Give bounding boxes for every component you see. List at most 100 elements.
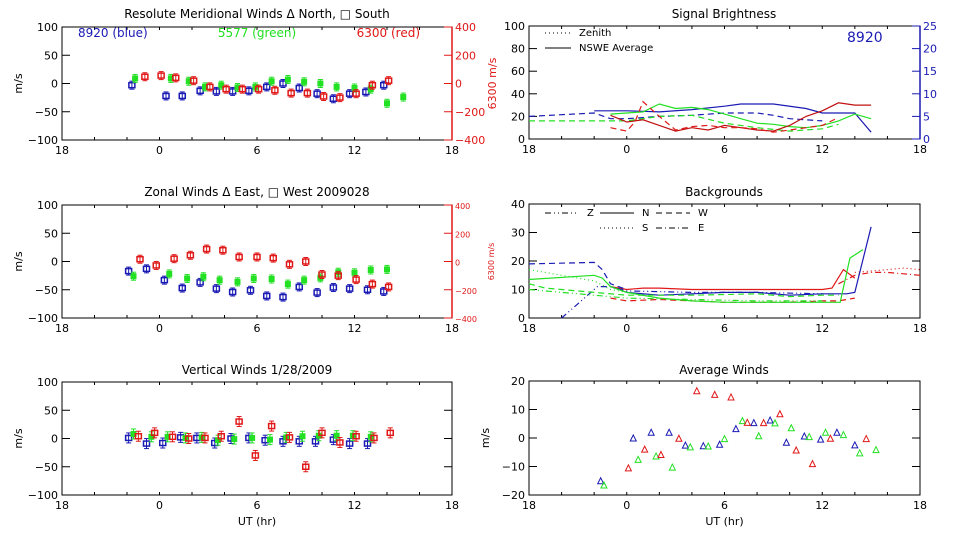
data-point — [287, 89, 295, 97]
data-point — [400, 94, 407, 101]
data-point — [166, 270, 173, 277]
series-green-w — [528, 283, 839, 298]
y2-tick-label: 0 — [455, 259, 460, 268]
x-tick-label: 18 — [55, 322, 69, 335]
data-point — [238, 85, 247, 93]
data-point — [855, 448, 864, 457]
color-annotation: 5577 (green) — [218, 26, 296, 40]
y-axis-label: m/s — [12, 428, 25, 448]
data-line — [610, 102, 872, 132]
data-point — [302, 258, 310, 265]
data-point — [159, 439, 167, 447]
data-line — [561, 286, 823, 319]
data-point — [816, 435, 825, 443]
x-axis-label: UT (hr) — [238, 515, 276, 528]
data-point — [345, 440, 354, 447]
data-point — [317, 274, 324, 281]
data-point — [665, 428, 673, 436]
y2-axis-label: 6300 m/s — [486, 57, 499, 109]
y-tick-label: 100 — [37, 21, 58, 34]
y-tick-label: −100 — [28, 312, 58, 325]
x-tick-label: 0 — [156, 499, 163, 512]
data-point — [351, 269, 358, 276]
data-point — [336, 439, 344, 446]
y2-tick-label: 0 — [923, 133, 930, 146]
series-5577-green- — [600, 416, 880, 489]
x-tick-label: 18 — [522, 322, 536, 335]
series-red-nswe-average — [610, 102, 872, 132]
y-tick-label: 0 — [518, 432, 525, 445]
color-annotation: 6300 (red) — [357, 26, 420, 40]
legend-label: N — [642, 208, 649, 219]
series-blue-zenith — [528, 112, 823, 122]
data-point — [263, 83, 271, 91]
series-blue-n — [610, 226, 872, 296]
data-point — [640, 444, 649, 453]
data-point — [851, 440, 859, 449]
y-tick-label: 20 — [511, 110, 525, 123]
data-point — [267, 422, 276, 430]
series-blue-w — [528, 261, 627, 291]
y-tick-label: −50 — [35, 284, 58, 297]
y-tick-label: −100 — [28, 134, 58, 147]
data-point — [303, 89, 312, 97]
y-tick-label: −50 — [35, 106, 58, 119]
data-point — [363, 440, 372, 447]
data-point — [167, 75, 174, 82]
series-8920-blue- — [124, 264, 388, 302]
x-tick-label: 12 — [815, 143, 829, 156]
data-point — [178, 284, 186, 292]
data-point — [333, 432, 340, 439]
series-6300-red- — [624, 386, 871, 472]
data-line — [610, 226, 872, 296]
data-point — [189, 77, 198, 84]
y-tick-label: 30 — [511, 227, 525, 240]
data-point — [821, 428, 830, 436]
data-point — [596, 476, 605, 485]
plot-frame — [528, 203, 921, 319]
data-point — [686, 442, 695, 451]
data-point — [218, 82, 225, 89]
y-tick-label: −50 — [35, 461, 58, 474]
x-tick-label: 6 — [254, 144, 261, 157]
y2-tick-label: 200 — [455, 49, 476, 62]
series-6300-red- — [141, 71, 393, 103]
data-point — [170, 255, 178, 262]
series-green-z — [528, 288, 823, 302]
data-point — [787, 423, 796, 432]
data-point — [313, 289, 321, 296]
data-point — [249, 434, 256, 441]
y-tick-label: −100 — [28, 489, 58, 502]
data-point — [345, 285, 354, 292]
x-tick-label: 6 — [721, 322, 728, 335]
series-8920-blue- — [596, 415, 859, 485]
chart-title: Vertical Winds 1/28/2009 — [182, 363, 333, 377]
y2-tick-label: 15 — [923, 65, 937, 78]
data-point — [352, 432, 360, 440]
data-point — [142, 265, 151, 273]
data-point — [826, 434, 835, 442]
data-point — [295, 283, 303, 291]
data-point — [776, 409, 784, 418]
data-point — [384, 266, 390, 273]
y-tick-label: 0 — [518, 133, 525, 146]
data-point — [285, 261, 294, 268]
data-point — [253, 253, 261, 261]
series-green-nswe-average — [610, 103, 872, 129]
y2-tick-label: 20 — [923, 43, 937, 56]
data-point — [219, 246, 227, 254]
data-line — [528, 112, 823, 122]
data-line — [610, 268, 856, 291]
data-line — [528, 288, 823, 302]
data-point — [222, 85, 230, 93]
data-point — [130, 430, 137, 437]
data-point — [352, 90, 360, 97]
data-line — [529, 114, 839, 132]
data-point — [317, 80, 324, 87]
data-point — [152, 262, 160, 269]
y-tick-label: 100 — [504, 20, 525, 33]
data-line — [528, 283, 839, 298]
data-point — [692, 386, 701, 395]
